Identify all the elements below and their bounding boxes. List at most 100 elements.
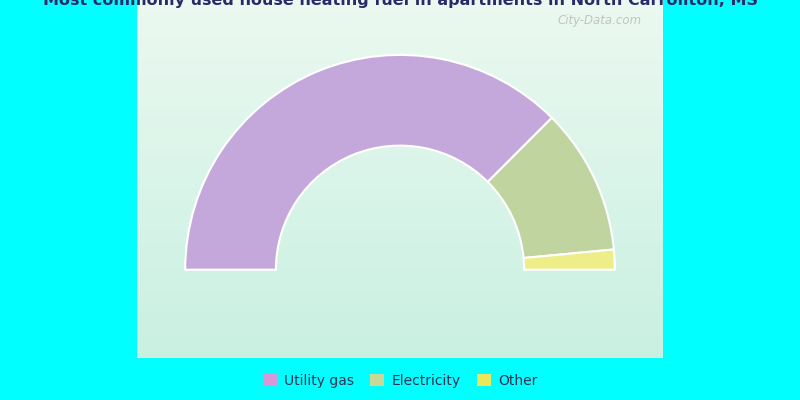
Bar: [138, 95, 662, 97]
Bar: [138, 113, 662, 114]
Bar: [138, 148, 662, 150]
Bar: [138, 124, 662, 125]
Wedge shape: [185, 55, 552, 270]
Bar: [138, 281, 662, 283]
Bar: [138, 20, 662, 22]
Bar: [138, 77, 662, 79]
Bar: [138, 261, 662, 263]
Bar: [138, 236, 662, 238]
Bar: [138, 234, 662, 236]
Text: Most commonly used house heating fuel in apartments in North Carrollton, MS: Most commonly used house heating fuel in…: [42, 0, 758, 8]
Bar: [138, 336, 662, 338]
Bar: [138, 297, 662, 299]
Bar: [138, 351, 662, 353]
Bar: [138, 70, 662, 72]
Bar: [138, 279, 662, 281]
Bar: [138, 244, 662, 245]
Bar: [138, 265, 662, 267]
Bar: [138, 301, 662, 302]
Bar: [138, 147, 662, 148]
Bar: [138, 27, 662, 29]
Bar: [138, 268, 662, 270]
Bar: [138, 116, 662, 118]
Bar: [138, 43, 662, 45]
Bar: [138, 227, 662, 229]
Bar: [138, 192, 662, 193]
Bar: [138, 256, 662, 258]
Bar: [138, 48, 662, 50]
Bar: [138, 204, 662, 206]
Bar: [138, 111, 662, 113]
Bar: [138, 16, 662, 18]
Bar: [138, 50, 662, 52]
Bar: [138, 125, 662, 127]
Bar: [138, 324, 662, 326]
Bar: [138, 97, 662, 98]
Legend: Utility gas, Electricity, Other: Utility gas, Electricity, Other: [258, 368, 542, 393]
Bar: [138, 199, 662, 200]
Bar: [138, 98, 662, 100]
Bar: [138, 347, 662, 349]
Bar: [138, 304, 662, 306]
Bar: [138, 218, 662, 220]
Bar: [138, 166, 662, 168]
Bar: [138, 238, 662, 240]
Bar: [138, 258, 662, 260]
Bar: [138, 260, 662, 261]
Bar: [138, 299, 662, 301]
Bar: [138, 84, 662, 86]
Bar: [138, 136, 662, 138]
Bar: [138, 233, 662, 234]
Bar: [138, 161, 662, 163]
Bar: [138, 68, 662, 70]
Bar: [138, 354, 662, 356]
Bar: [138, 353, 662, 354]
Bar: [138, 88, 662, 90]
Bar: [138, 326, 662, 328]
Bar: [138, 200, 662, 202]
Bar: [138, 177, 662, 179]
Bar: [138, 45, 662, 46]
Bar: [138, 127, 662, 129]
Bar: [138, 252, 662, 254]
Bar: [138, 106, 662, 107]
Bar: [138, 222, 662, 224]
Bar: [138, 142, 662, 143]
Bar: [138, 129, 662, 131]
Bar: [138, 188, 662, 190]
Bar: [138, 267, 662, 268]
Bar: [138, 122, 662, 124]
Bar: [138, 2, 662, 4]
Bar: [138, 18, 662, 20]
Bar: [138, 285, 662, 286]
Bar: [138, 206, 662, 208]
Bar: [138, 249, 662, 250]
Bar: [138, 154, 662, 156]
Bar: [138, 39, 662, 41]
Bar: [138, 14, 662, 16]
Bar: [138, 132, 662, 134]
Bar: [138, 331, 662, 333]
Bar: [138, 82, 662, 84]
Bar: [138, 315, 662, 317]
Bar: [138, 29, 662, 30]
Bar: [138, 170, 662, 172]
Bar: [138, 114, 662, 116]
Bar: [138, 220, 662, 222]
Bar: [138, 57, 662, 59]
Bar: [138, 308, 662, 310]
Bar: [138, 306, 662, 308]
Bar: [138, 340, 662, 342]
Bar: [138, 86, 662, 88]
Bar: [138, 344, 662, 346]
Wedge shape: [488, 118, 614, 258]
Bar: [138, 184, 662, 186]
Bar: [138, 182, 662, 184]
Bar: [138, 79, 662, 80]
Bar: [138, 34, 662, 36]
Bar: [138, 109, 662, 111]
Bar: [138, 286, 662, 288]
Bar: [138, 245, 662, 247]
Bar: [138, 208, 662, 210]
Bar: [138, 320, 662, 322]
